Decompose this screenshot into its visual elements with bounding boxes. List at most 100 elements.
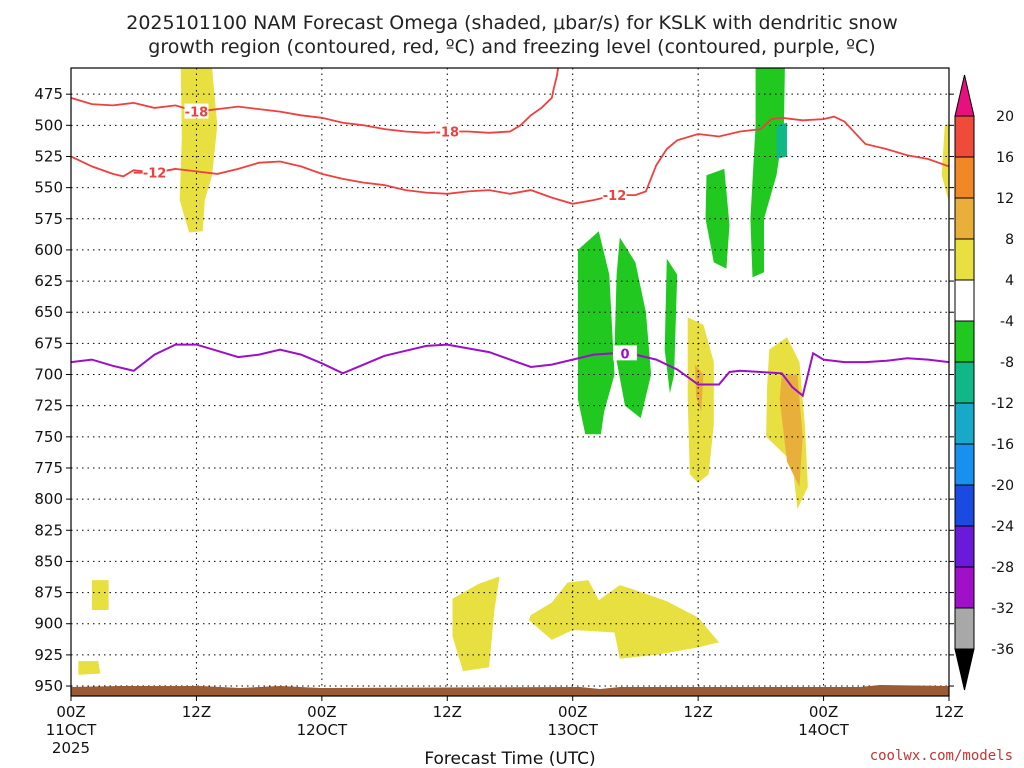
y-tick-label: 475: [34, 85, 63, 103]
x-tick-label: 12Z: [683, 703, 712, 721]
x-tick-date: 13OCT: [547, 721, 598, 739]
y-tick-label: 575: [34, 210, 63, 228]
shade-yellow-mid1: [452, 576, 500, 672]
x-tick-label: 12Z: [433, 703, 462, 721]
colorbar-swatch: [954, 361, 975, 404]
omega-shading: [78, 68, 949, 675]
grid: [71, 68, 949, 696]
contour-label-bg: [435, 123, 460, 139]
x-tick-label: 00Z: [558, 703, 587, 721]
plot-area: -18 -18 -12 -12 0: [71, 68, 949, 696]
y-axis: 475 500 525 550 575 600 625 650 675 700 725 750 775 8…: [34, 85, 954, 695]
contour-freezing0: [71, 343, 949, 398]
contour-label-minus18: -18: [436, 126, 460, 141]
colorbar-label: -8: [1000, 355, 1014, 371]
y-tick-label: 675: [34, 334, 63, 352]
colorbar-arrow-top: [954, 74, 975, 117]
shade-green-big-right: [614, 237, 652, 419]
shade-green-mid-b: [664, 258, 678, 394]
colorbar-swatch: [954, 115, 975, 158]
x-tick-label: 00Z: [809, 703, 838, 721]
colorbar-swatch: [954, 238, 975, 281]
contour-label-bg: [184, 103, 209, 119]
colorbar-label: 12: [996, 191, 1014, 207]
y-tick-label: 775: [34, 459, 63, 477]
x-tick-date: 11OCT: [46, 721, 97, 739]
colorbar-swatch: [954, 484, 975, 527]
y-tick-label: 850: [34, 552, 63, 570]
y-tick-label: 700: [34, 366, 63, 384]
colorbar-swatch: [954, 566, 975, 609]
colorbar-swatch: [954, 156, 975, 199]
x-tick-label: 00Z: [307, 703, 336, 721]
colorbar-arrow-bottom: [954, 648, 975, 691]
contour-minus18: [71, 68, 559, 134]
shade-yellow-mid2: [528, 580, 719, 659]
colorbar-swatch: [954, 443, 975, 486]
y-tick-label: 800: [34, 490, 63, 508]
colorbar-label: -4: [1000, 314, 1014, 330]
colorbar-label: -12: [991, 396, 1014, 412]
y-tick-label: 925: [34, 646, 63, 664]
x-tick-date: 12OCT: [297, 721, 348, 739]
chart-title-line2: growth region (contoured, red, ºC) and f…: [148, 36, 875, 58]
y-tick-label: 600: [34, 241, 63, 259]
contour-label-minus12: -12: [603, 189, 627, 204]
colorbar-swatch: [954, 525, 975, 568]
shade-green-right-tall: [750, 68, 785, 278]
colorbar-label: 20: [996, 109, 1014, 125]
shade-yellow-small-left2: [78, 661, 101, 675]
shade-teal-core: [776, 122, 787, 159]
y-tick-label: 825: [34, 521, 63, 539]
shade-orange-core-b: [779, 374, 803, 487]
colorbar-swatch: [954, 279, 975, 322]
shade-yellow-top-left: [179, 68, 218, 233]
shade-orange-core-a: [695, 364, 704, 412]
colorbar-label: 4: [1005, 273, 1014, 289]
shade-green-big-left: [577, 231, 615, 435]
contours: -18 -18 -12 -12 0: [71, 68, 949, 398]
colorbar-label: 8: [1005, 232, 1014, 248]
shade-green-mid-a: [705, 168, 730, 269]
y-tick-label: 950: [34, 677, 63, 695]
colorbar-swatch: [954, 197, 975, 240]
colorbar: 20 16 12 8 4 -4 -8 -12 -16 -20 -24 -28 -32 -36: [954, 74, 1014, 691]
colorbar-label: 16: [996, 150, 1014, 166]
colorbar-label: -16: [991, 437, 1014, 453]
colorbar-label: -28: [991, 560, 1014, 576]
shade-yellow-far-right: [941, 123, 949, 203]
terrain-band: [71, 685, 949, 696]
x-tick-label: 00Z: [56, 703, 85, 721]
y-tick-label: 525: [34, 147, 63, 165]
colorbar-swatch: [954, 607, 975, 650]
y-tick-label: 550: [34, 179, 63, 197]
contour-minus12: [71, 115, 949, 205]
y-tick-label: 875: [34, 584, 63, 602]
y-tick-label: 725: [34, 397, 63, 415]
x-tick-label: 12Z: [182, 703, 211, 721]
x-tick-date: 14OCT: [798, 721, 849, 739]
credit-text[interactable]: coolwx.com/models: [870, 748, 1013, 764]
y-tick-label: 500: [34, 116, 63, 134]
colorbar-label: -36: [991, 642, 1014, 658]
colorbar-label: -20: [991, 478, 1014, 494]
y-tick-label: 650: [34, 303, 63, 321]
x-axis-label: Forecast Time (UTC): [424, 749, 595, 768]
contour-label-bg: [602, 187, 627, 203]
colorbar-label: -32: [991, 601, 1014, 617]
y-tick-label: 625: [34, 272, 63, 290]
contour-label-minus12b: -12: [143, 167, 167, 182]
colorbar-swatch: [954, 320, 975, 363]
y-tick-label: 900: [34, 615, 63, 633]
colorbar-label: -24: [991, 519, 1014, 535]
contour-label-minus18b: -18: [185, 106, 209, 121]
contour-label-bg: [142, 164, 167, 180]
chart-title-line1: 2025101100 NAM Forecast Omega (shaded, μ…: [126, 12, 898, 34]
plot-frame: [70, 67, 950, 697]
y-tick-label: 750: [34, 428, 63, 446]
x-tick-year: 2025: [52, 739, 90, 757]
contour-label-freezing0: 0: [620, 347, 629, 362]
shade-yellow-small-left: [91, 580, 109, 610]
